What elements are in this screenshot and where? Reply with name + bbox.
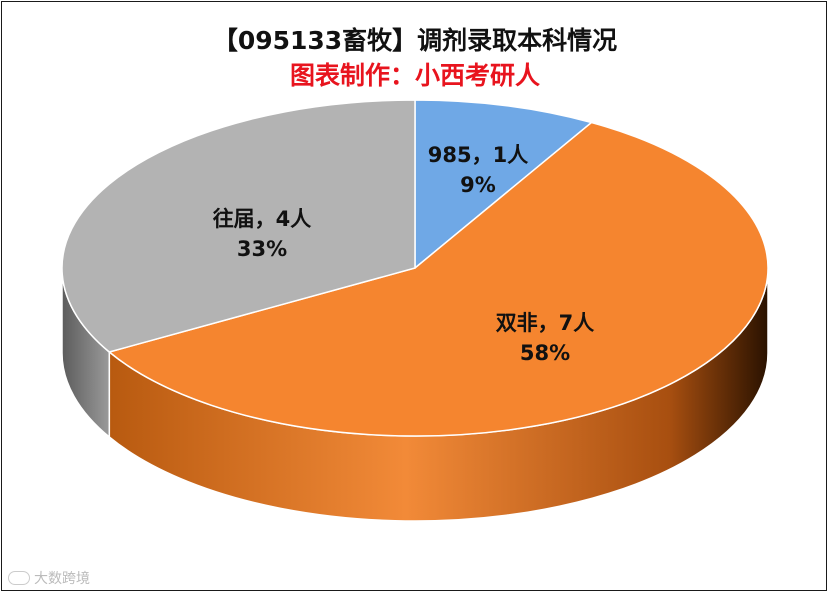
- slice-percent-双非: 58%: [520, 341, 570, 365]
- watermark: 大数跨境: [8, 568, 90, 588]
- slice-top-双非: [107, 121, 769, 437]
- watermark-logo-icon: [8, 571, 30, 585]
- watermark-text: 大数跨境: [34, 571, 90, 587]
- slice-label-985: 985，1人: [428, 143, 528, 167]
- slice-label-往届: 往届，4人: [213, 207, 312, 231]
- slice-top-985: [414, 99, 594, 270]
- slice-label-双非: 双非，7人: [496, 311, 595, 335]
- chart-title: 【095133畜牧】调剂录取本科情况: [212, 26, 618, 55]
- slice-percent-985: 9%: [460, 173, 496, 197]
- chart-subtitle: 图表制作：小西考研人: [289, 61, 540, 90]
- slice-top-往届: [61, 99, 416, 353]
- slice-percent-往届: 33%: [237, 237, 287, 261]
